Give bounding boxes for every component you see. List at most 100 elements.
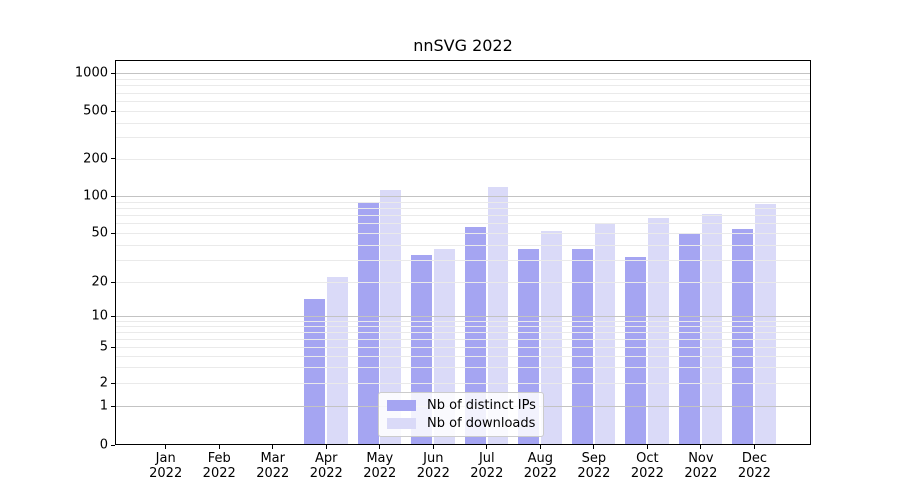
x-tick-label-line: Oct xyxy=(636,451,659,466)
bar-downloads xyxy=(701,214,723,444)
x-tick-label-line: Jun xyxy=(423,451,444,466)
x-tick-label-line: 2022 xyxy=(309,466,343,481)
y-tick-mark xyxy=(111,346,115,348)
gridline-minor xyxy=(116,137,810,139)
bar-distinct-ips xyxy=(571,249,593,444)
x-tick-mark xyxy=(593,445,595,449)
gridline-minor xyxy=(116,101,810,102)
x-tick-mark xyxy=(539,445,541,449)
legend-row: Nb of downloads xyxy=(387,416,535,431)
gridline-minor xyxy=(116,338,810,340)
x-tick-label: Sep 2022 xyxy=(564,451,624,481)
x-tick-label: Feb 2022 xyxy=(189,451,249,481)
y-tick-label: 1000 xyxy=(74,65,108,81)
gridline-minor xyxy=(116,111,810,112)
y-tick-label: 500 xyxy=(83,103,108,119)
bar-downloads xyxy=(487,187,509,444)
x-tick-mark xyxy=(432,445,434,449)
gridline-minor xyxy=(116,201,810,203)
x-tick-label-line: May xyxy=(366,451,394,466)
gridline-minor xyxy=(116,320,810,322)
y-tick-label: 10 xyxy=(91,308,108,324)
x-tick-label: May 2022 xyxy=(350,451,410,481)
y-tick-label: 2 xyxy=(99,375,108,391)
bar-downloads xyxy=(755,204,776,444)
y-tick-label: 200 xyxy=(83,151,108,166)
gridline-minor xyxy=(116,325,810,327)
gridline-major xyxy=(116,316,810,317)
y-tick-label: 100 xyxy=(83,188,108,204)
gridline-minor xyxy=(116,92,810,94)
x-tick-label: Mar 2022 xyxy=(243,451,303,481)
y-tick-mark xyxy=(111,158,115,159)
x-tick-label-line: 2022 xyxy=(577,466,611,481)
bar-distinct-ips xyxy=(625,256,647,444)
legend-label: Nb of downloads xyxy=(427,415,536,431)
x-tick-label-line: 2022 xyxy=(256,466,290,481)
x-tick-label-line: Mar xyxy=(260,451,285,466)
bar-downloads xyxy=(648,218,669,444)
x-tick-mark xyxy=(218,445,220,449)
x-tick-label: Dec 2022 xyxy=(724,451,784,481)
x-tick-label-line: 2022 xyxy=(630,466,664,481)
x-tick-label: Oct 2022 xyxy=(617,451,677,481)
legend: Nb of distinct IPs Nb of downloads xyxy=(378,392,544,437)
x-tick-label-line: 2022 xyxy=(202,466,236,481)
x-tick-label-line: 2022 xyxy=(523,466,557,481)
y-tick-mark xyxy=(111,195,115,197)
x-tick-label-line: 2022 xyxy=(416,466,450,481)
x-tick-label-line: Nov xyxy=(688,451,714,466)
x-tick-mark xyxy=(646,445,648,449)
gridline-minor xyxy=(116,331,810,333)
x-tick-label-line: 2022 xyxy=(149,466,183,481)
bar-distinct-ips xyxy=(464,226,486,444)
x-tick-label-line: Jan xyxy=(155,451,176,466)
y-tick-label: 0 xyxy=(99,437,108,453)
y-tick-mark xyxy=(111,405,115,407)
x-tick-label-line: Feb xyxy=(207,451,231,466)
gridline-minor xyxy=(116,78,810,80)
gridline-minor xyxy=(116,367,810,369)
x-tick-label-line: Dec xyxy=(741,451,767,466)
x-tick-label-line: 2022 xyxy=(363,466,397,481)
x-tick-label: Apr 2022 xyxy=(296,451,356,481)
legend-swatch xyxy=(387,400,416,412)
x-tick-label: Jan 2022 xyxy=(136,451,196,481)
gridline-minor xyxy=(116,158,810,160)
x-tick-mark xyxy=(272,445,274,449)
x-tick-label-line: 2022 xyxy=(470,466,504,481)
x-tick-label-line: 2022 xyxy=(737,466,771,481)
x-tick-label-line: Jul xyxy=(478,451,495,466)
bar-distinct-ips xyxy=(304,299,326,444)
bar-distinct-ips xyxy=(357,203,379,444)
legend-row: Nb of distinct IPs xyxy=(387,398,536,414)
gridline-minor xyxy=(116,223,810,225)
gridline-minor xyxy=(116,233,810,234)
gridline-major xyxy=(116,73,810,74)
y-tick-label: 50 xyxy=(91,225,108,241)
x-tick-label-line: Apr xyxy=(315,451,338,466)
x-tick-mark xyxy=(325,445,327,449)
bar-downloads xyxy=(326,276,348,444)
x-tick-mark xyxy=(486,445,488,449)
x-tick-label: Jul 2022 xyxy=(457,451,517,481)
gridline-minor xyxy=(116,85,810,87)
legend-label: Nb of distinct IPs xyxy=(427,398,536,414)
gridline-minor xyxy=(116,355,810,357)
bar-downloads xyxy=(541,230,562,444)
gridline-minor xyxy=(116,215,810,217)
gridline-minor xyxy=(116,383,810,384)
y-tick-label: 5 xyxy=(99,339,108,355)
y-tick-label: 20 xyxy=(91,274,108,290)
gridline-minor xyxy=(116,244,810,246)
x-tick-label: Aug 2022 xyxy=(510,451,570,481)
y-tick-mark xyxy=(111,110,115,112)
x-tick-label-line: Aug xyxy=(527,451,554,466)
bar-downloads xyxy=(594,223,616,444)
y-tick-mark xyxy=(111,72,115,74)
legend-swatch xyxy=(387,417,416,429)
gridline-minor xyxy=(116,260,810,262)
gridline-minor xyxy=(116,122,810,124)
gridline-minor xyxy=(116,347,810,348)
